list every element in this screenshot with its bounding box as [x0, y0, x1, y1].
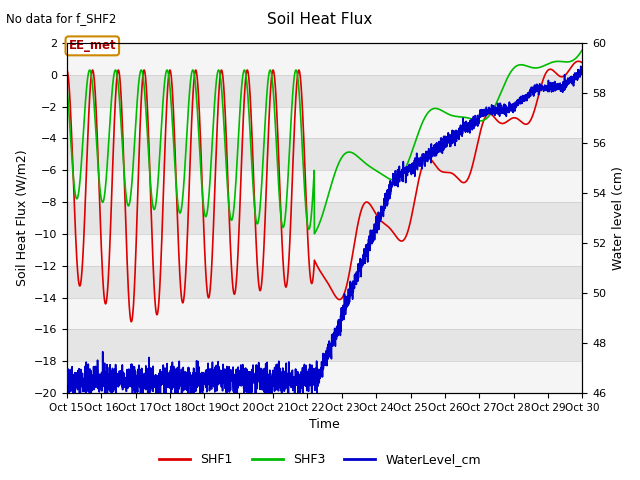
Text: Soil Heat Flux: Soil Heat Flux [268, 12, 372, 27]
Bar [67, 329, 582, 361]
Bar [67, 43, 582, 75]
Y-axis label: Water level (cm): Water level (cm) [612, 166, 625, 270]
Bar [67, 266, 582, 298]
Bar [67, 107, 582, 139]
X-axis label: Time: Time [309, 419, 340, 432]
Bar [67, 361, 582, 393]
Legend: SHF1, SHF3, WaterLevel_cm: SHF1, SHF3, WaterLevel_cm [154, 448, 486, 471]
Bar [67, 298, 582, 329]
Text: No data for f_SHF2: No data for f_SHF2 [6, 12, 116, 25]
Text: EE_met: EE_met [68, 39, 116, 52]
Bar [67, 75, 582, 107]
Y-axis label: Soil Heat Flux (W/m2): Soil Heat Flux (W/m2) [15, 150, 28, 287]
Bar [67, 139, 582, 170]
Bar [67, 170, 582, 202]
Bar [67, 202, 582, 234]
Bar [67, 234, 582, 266]
